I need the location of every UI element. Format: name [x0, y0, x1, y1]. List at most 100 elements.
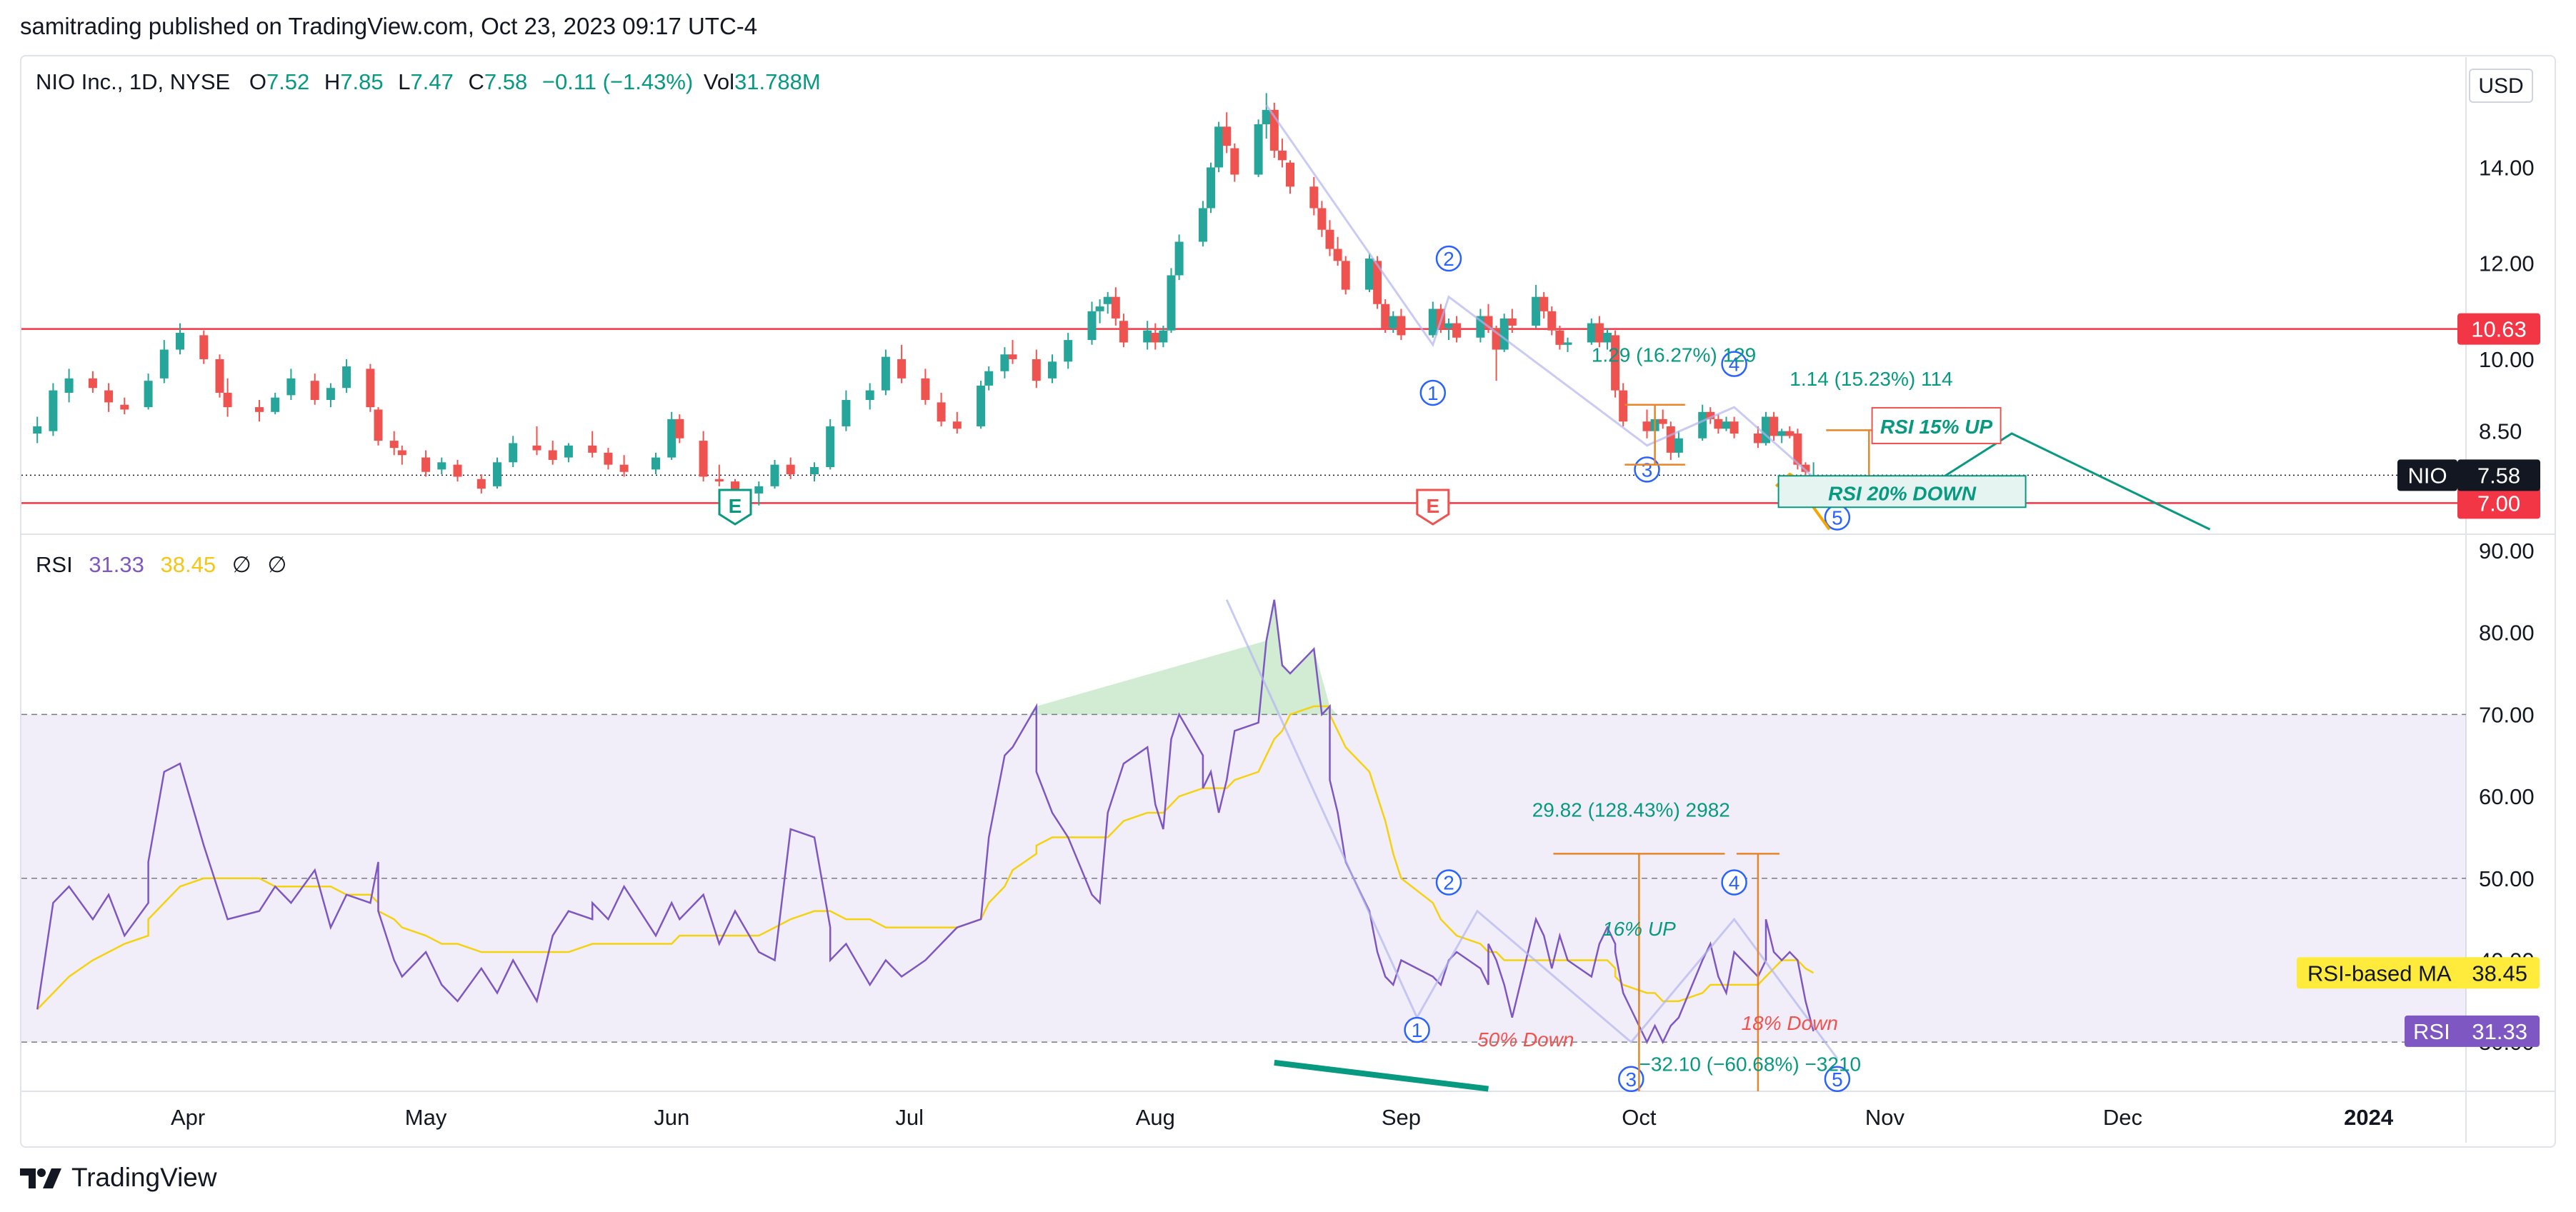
candle-body [326, 388, 335, 401]
rsi-axis-tick: 90.00 [2479, 539, 2535, 564]
candle-body [1008, 354, 1017, 359]
candle-body [1325, 229, 1334, 249]
time-axis-tick: Dec [2103, 1105, 2142, 1130]
candle-body [1539, 296, 1549, 311]
candle-body [159, 349, 169, 379]
candle-body [714, 479, 724, 482]
price-legend: NIO Inc., 1D, NYSE O7.52 H7.85 L7.47 C7.… [36, 69, 829, 95]
candle-body [1611, 335, 1620, 391]
candle-body [842, 400, 851, 426]
rsi-name[interactable]: RSI [36, 552, 73, 577]
candle-body [389, 441, 399, 449]
rsi-wave-circle [1435, 869, 1462, 896]
rsi-wave-label: 4 [1729, 872, 1740, 894]
candle-body [1143, 330, 1152, 343]
earnings-marker-label: E [1426, 495, 1439, 517]
candle-body [453, 464, 462, 477]
candle-body [176, 333, 184, 350]
candle-body [1547, 311, 1557, 331]
candle-body [1563, 342, 1572, 345]
candle-body [897, 359, 907, 379]
candle-body [1333, 249, 1342, 261]
time-axis-tick: Jun [654, 1105, 689, 1130]
candle-body [1507, 318, 1517, 326]
wave-label: 5 [1832, 507, 1843, 529]
rsi-tag-value: 31.33 [2472, 1019, 2527, 1044]
candle-body [1032, 359, 1041, 381]
candle-body [588, 445, 597, 453]
candle-body [881, 356, 890, 391]
measure-label: 1.14 (15.23%) 114 [1789, 368, 1952, 390]
candle-body [1119, 321, 1128, 343]
measure-label: 1.29 (16.27%) 129 [1592, 344, 1756, 366]
symbol-tag [2397, 459, 2457, 491]
candle-body [1722, 421, 1731, 429]
low-value: 7.47 [410, 69, 454, 94]
candle-body [1714, 419, 1723, 429]
candle-body [1048, 361, 1057, 379]
candle-body [255, 407, 264, 412]
close-label: C [468, 69, 484, 94]
candle-body [1389, 316, 1398, 329]
wave-label: 3 [1642, 459, 1653, 481]
candle-body [1159, 330, 1168, 343]
time-axis-tick: Nov [1865, 1105, 1905, 1130]
candle-body [1373, 261, 1382, 304]
candle-body [675, 419, 684, 439]
tradingview-logo[interactable]: TradingView [20, 1163, 217, 1193]
candle-body [1064, 340, 1073, 362]
rsi-ma-tag-value: 38.45 [2472, 961, 2527, 986]
callout-label: RSI 20% DOWN [1828, 482, 1977, 504]
publisher-line: samitrading published on TradingView.com… [20, 13, 758, 39]
candle-body [937, 402, 946, 422]
candle-body [1381, 304, 1390, 329]
candle-body [1603, 333, 1612, 343]
candle-body [952, 421, 962, 429]
rsi-overbought-fill [1029, 599, 1337, 715]
rsi-tag [2405, 1015, 2540, 1047]
currency-button[interactable]: USD [2469, 69, 2533, 103]
rsi-wave-trendline [1225, 599, 1839, 1060]
candle-body [1198, 208, 1207, 242]
earnings-marker [718, 489, 752, 526]
rsi-value: 31.33 [89, 552, 144, 577]
candle-body [1111, 296, 1120, 319]
price-axis-tick: 12.00 [2479, 251, 2535, 276]
rsi-annotation: 18% Down [1742, 1012, 1838, 1034]
candle-body [1785, 431, 1794, 436]
candle-body [1444, 323, 1453, 329]
candle-body [532, 445, 541, 451]
symbol-title[interactable]: NIO Inc., 1D, NYSE [36, 69, 231, 94]
candle-body [120, 404, 129, 410]
candle-body [64, 378, 74, 393]
candle-body [1801, 464, 1810, 472]
rsi-annotation: 50% Down [1477, 1028, 1574, 1051]
open-label: O [249, 69, 266, 94]
wave-label-circle [1435, 245, 1462, 272]
candle-body [1103, 296, 1112, 304]
candle-body [699, 441, 708, 477]
candle-body [509, 443, 518, 463]
time-axis-tick: Oct [1622, 1105, 1657, 1130]
candle-body [1698, 411, 1707, 439]
candle-body [1666, 426, 1675, 453]
candle-body [223, 392, 232, 408]
candle-body [1594, 323, 1604, 343]
candle-body [1167, 275, 1176, 331]
candle-body [1341, 261, 1350, 290]
wave-label: 1 [1427, 382, 1439, 404]
rsi-axis-tick: 80.00 [2479, 621, 2535, 646]
candle-body [652, 457, 660, 470]
candle-body [397, 450, 406, 456]
tradingview-logo-icon [20, 1168, 61, 1188]
candle-body [1087, 311, 1097, 341]
high-value: 7.85 [340, 69, 384, 94]
candle-body [49, 390, 58, 431]
wave-trendline [1265, 104, 1838, 499]
rsi-wave-circle [1618, 1066, 1644, 1093]
rsi-legend: RSI 31.33 38.45 ∅ ∅ [36, 552, 296, 578]
candle-body [199, 335, 209, 359]
candle-body [310, 381, 319, 401]
candle-body [1222, 126, 1232, 146]
